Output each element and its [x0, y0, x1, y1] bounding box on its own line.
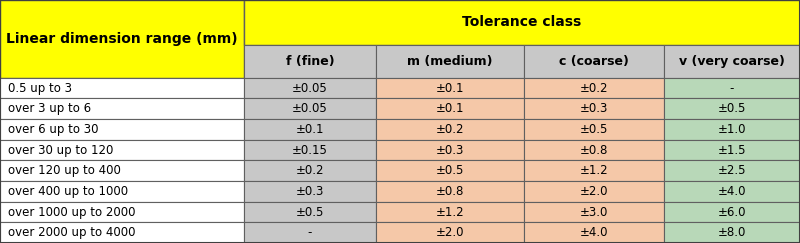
Text: m (medium): m (medium) [407, 55, 493, 68]
Bar [244, 222, 376, 243]
Text: ±0.1: ±0.1 [296, 123, 324, 136]
Text: Linear dimension range (mm): Linear dimension range (mm) [6, 32, 238, 46]
Bar [524, 202, 664, 222]
Text: over 30 up to 120: over 30 up to 120 [8, 144, 114, 156]
Text: ±0.1: ±0.1 [436, 102, 464, 115]
Text: c (coarse): c (coarse) [559, 55, 629, 68]
Text: over 2000 up to 4000: over 2000 up to 4000 [8, 226, 135, 239]
Text: ±0.8: ±0.8 [580, 144, 608, 156]
Text: ±4.0: ±4.0 [580, 226, 608, 239]
Text: ±0.2: ±0.2 [436, 123, 464, 136]
Bar [664, 119, 800, 140]
Text: ±0.2: ±0.2 [580, 82, 608, 95]
Text: f (fine): f (fine) [286, 55, 334, 68]
Bar [0, 78, 244, 98]
Bar [0, 0, 244, 78]
Bar [376, 140, 524, 160]
Bar [244, 202, 376, 222]
Bar [244, 119, 376, 140]
Bar [244, 140, 376, 160]
Text: ±4.0: ±4.0 [718, 185, 746, 198]
Bar [664, 222, 800, 243]
Text: ±0.5: ±0.5 [718, 102, 746, 115]
Bar [244, 181, 376, 202]
Bar [524, 181, 664, 202]
Bar [0, 98, 244, 119]
Bar [664, 202, 800, 222]
Text: ±0.1: ±0.1 [436, 82, 464, 95]
Text: over 1000 up to 2000: over 1000 up to 2000 [8, 206, 135, 218]
Text: ±8.0: ±8.0 [718, 226, 746, 239]
Bar [244, 45, 376, 78]
Bar [0, 119, 244, 140]
Bar [0, 222, 244, 243]
Bar [244, 160, 376, 181]
Bar [0, 202, 244, 222]
Text: ±0.15: ±0.15 [292, 144, 328, 156]
Text: ±1.2: ±1.2 [580, 164, 608, 177]
Bar [244, 98, 376, 119]
Text: over 3 up to 6: over 3 up to 6 [8, 102, 91, 115]
Bar [664, 181, 800, 202]
Bar [0, 181, 244, 202]
Bar [664, 45, 800, 78]
Bar [664, 78, 800, 98]
Text: ±0.3: ±0.3 [580, 102, 608, 115]
Text: ±1.2: ±1.2 [436, 206, 464, 218]
Text: over 400 up to 1000: over 400 up to 1000 [8, 185, 128, 198]
Bar [524, 140, 664, 160]
Bar [524, 78, 664, 98]
Text: ±0.8: ±0.8 [436, 185, 464, 198]
Text: ±0.2: ±0.2 [296, 164, 324, 177]
Bar [664, 160, 800, 181]
Text: ±0.5: ±0.5 [580, 123, 608, 136]
Text: ±2.5: ±2.5 [718, 164, 746, 177]
Text: over 6 up to 30: over 6 up to 30 [8, 123, 98, 136]
Text: ±0.3: ±0.3 [296, 185, 324, 198]
Text: over 120 up to 400: over 120 up to 400 [8, 164, 121, 177]
Bar [376, 222, 524, 243]
Text: ±2.0: ±2.0 [580, 185, 608, 198]
Bar [376, 202, 524, 222]
Bar [376, 78, 524, 98]
Text: ±2.0: ±2.0 [436, 226, 464, 239]
Bar [664, 140, 800, 160]
Bar [524, 160, 664, 181]
Bar [376, 45, 524, 78]
Text: ±0.5: ±0.5 [436, 164, 464, 177]
Bar [244, 0, 800, 45]
Bar [524, 45, 664, 78]
Bar [524, 222, 664, 243]
Text: ±0.5: ±0.5 [296, 206, 324, 218]
Text: 0.5 up to 3: 0.5 up to 3 [8, 82, 72, 95]
Bar [0, 140, 244, 160]
Bar [376, 181, 524, 202]
Text: -: - [730, 82, 734, 95]
Bar [376, 160, 524, 181]
Bar [244, 78, 376, 98]
Text: -: - [308, 226, 312, 239]
Text: ±0.05: ±0.05 [292, 102, 328, 115]
Text: ±1.5: ±1.5 [718, 144, 746, 156]
Bar [376, 98, 524, 119]
Bar [664, 98, 800, 119]
Text: v (very coarse): v (very coarse) [679, 55, 785, 68]
Text: ±6.0: ±6.0 [718, 206, 746, 218]
Bar [376, 119, 524, 140]
Text: ±0.3: ±0.3 [436, 144, 464, 156]
Text: ±0.05: ±0.05 [292, 82, 328, 95]
Bar [524, 119, 664, 140]
Bar [0, 160, 244, 181]
Text: ±1.0: ±1.0 [718, 123, 746, 136]
Text: Tolerance class: Tolerance class [462, 16, 582, 29]
Text: ±3.0: ±3.0 [580, 206, 608, 218]
Bar [524, 98, 664, 119]
